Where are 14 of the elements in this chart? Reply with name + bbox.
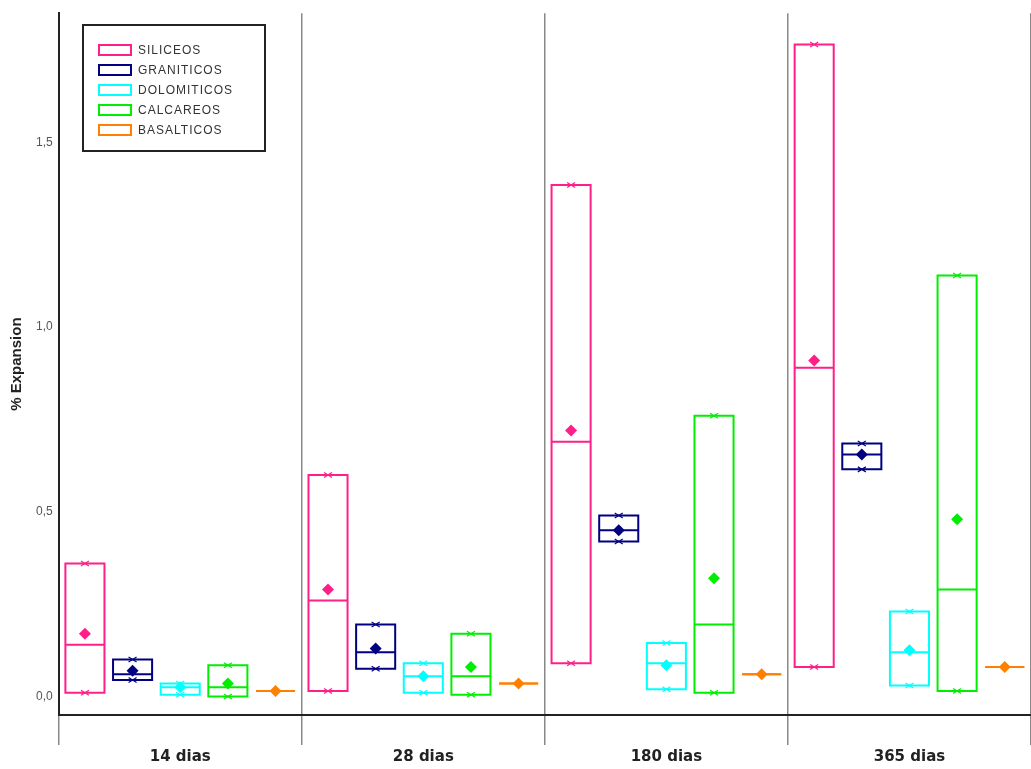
x-tick-label: 365 dias <box>873 746 946 765</box>
x-tick-label: 14 dias <box>149 746 211 765</box>
legend-label: SILICEOS <box>138 43 202 57</box>
x-tick-label: 28 dias <box>392 746 454 765</box>
legend-label: DOLOMITICOS <box>138 83 234 97</box>
y-tick-label: 1,0 <box>35 319 53 334</box>
legend-label: BASALTICOS <box>138 123 223 137</box>
legend-label: GRANITICOS <box>138 63 223 77</box>
y-axis-title: % Expansion <box>7 317 25 411</box>
y-tick-label: 0,5 <box>35 504 53 519</box>
legend-label: CALCAREOS <box>138 103 222 117</box>
x-tick-label: 180 dias <box>630 746 703 765</box>
y-tick-label: 1,5 <box>35 134 53 149</box>
y-tick-label: 0,0 <box>35 688 53 703</box>
